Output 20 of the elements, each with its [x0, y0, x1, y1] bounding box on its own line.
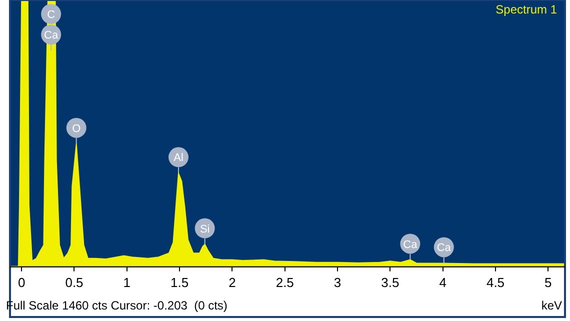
x-tick-label: 4 — [439, 274, 446, 290]
x-axis-title: keV — [541, 298, 562, 312]
x-tick-label: 2.5 — [276, 274, 294, 290]
x-tick-label: 1.5 — [170, 274, 189, 290]
x-tick-label: 4.5 — [486, 274, 505, 290]
annotation: Al — [174, 152, 184, 164]
x-tick-label: 5 — [544, 274, 552, 290]
annotation: O — [72, 122, 82, 135]
text: Spectrum 1 — [496, 2, 558, 16]
annotation: Ca — [436, 242, 452, 254]
x-tick-label: 2 — [228, 274, 236, 290]
annotation: Si — [200, 223, 210, 236]
x-tick-label: 1 — [123, 274, 131, 290]
annotation: C — [47, 9, 56, 22]
x-tick-label: 3.5 — [381, 274, 400, 290]
annotation: Ca — [403, 238, 418, 251]
x-tick-label: 0 — [18, 274, 26, 290]
annotation: Ca — [44, 30, 59, 42]
x-tick-label: 3 — [334, 274, 342, 290]
x-tick-label: 0.5 — [65, 274, 84, 290]
